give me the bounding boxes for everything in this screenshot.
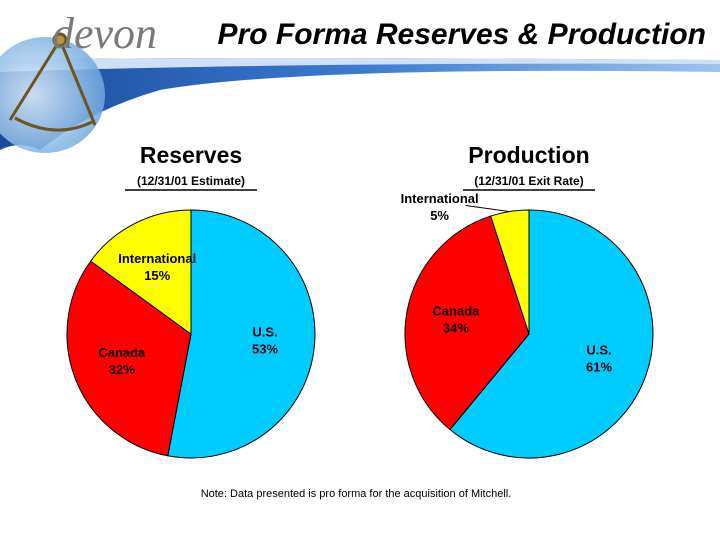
slice-label: U.S. [586,343,611,358]
pie-slice [167,209,316,459]
logo: devon [52,9,157,58]
leader-line [465,205,510,213]
slide-title: Pro Forma Reserves & Production [218,18,706,51]
slice-value-label: 61% [586,360,612,375]
slice-label: International [401,191,479,206]
slice-label: U.S. [252,324,277,339]
pie-title: Production [468,142,589,168]
pie-slice [449,209,654,459]
pie-slice [490,209,530,335]
header-decoration [0,0,720,153]
pie-slice [66,260,192,457]
slice-value-label: 5% [430,208,449,223]
pie-title: Reserves [140,142,242,168]
slice-value-label: 53% [252,341,278,356]
pie-subtitle: (12/31/01 Estimate) [137,174,245,188]
slice-value-label: 34% [443,320,469,335]
pie-subtitle: (12/31/01 Exit Rate) [474,174,583,188]
slice-label: International [118,251,196,266]
pie-slice [89,209,192,335]
pie-slice [404,215,530,431]
slice-value-label: 15% [144,268,170,283]
slice-label: Canada [432,303,480,318]
slice-value-label: 32% [109,362,135,377]
slice-label: Canada [98,345,146,360]
note: Note: Data presented is pro forma for th… [201,488,512,500]
